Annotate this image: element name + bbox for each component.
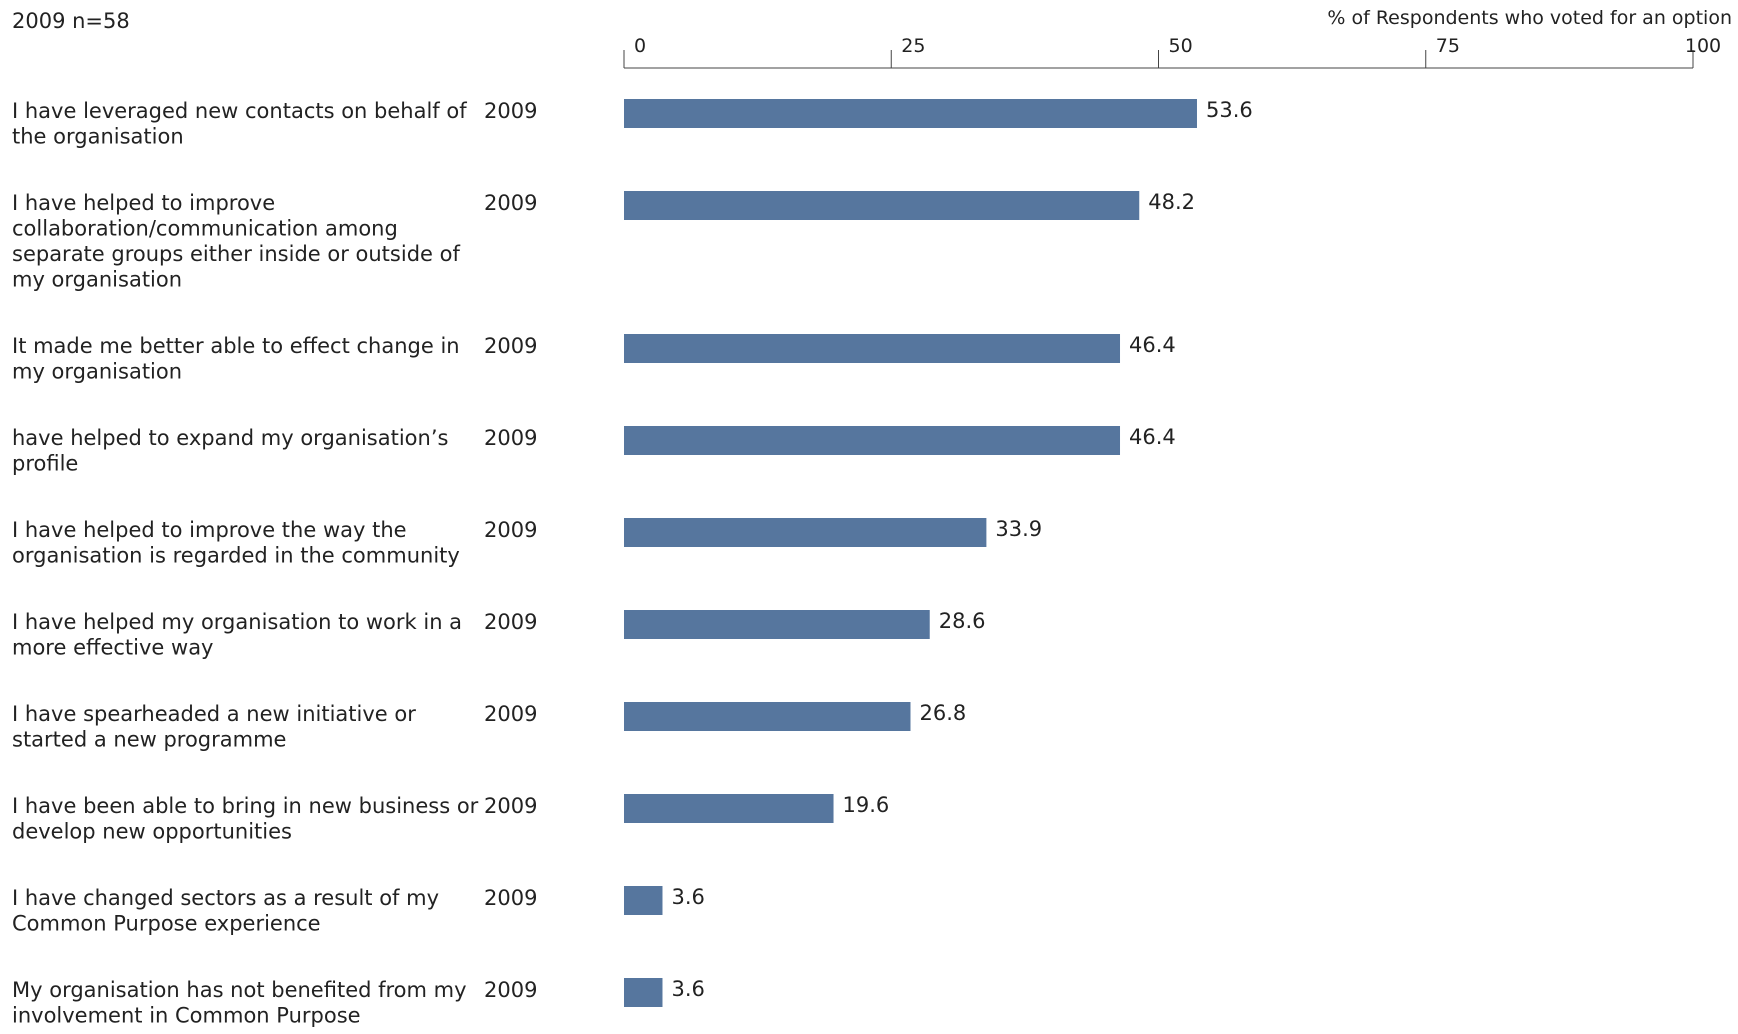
category-label: I have leveraged new contacts on behalf …	[12, 99, 467, 149]
category-label-line: I have leveraged new contacts on behalf …	[12, 99, 467, 123]
value-label: 26.8	[919, 701, 966, 725]
category-label-line: more effective way	[12, 636, 214, 660]
x-tick-label: 0	[634, 35, 646, 57]
category-label: I have been able to bring in new busines…	[12, 794, 479, 844]
bar	[624, 518, 987, 547]
category-label-line: profile	[12, 452, 78, 476]
bar-row: My organisation has not benefited from m…	[12, 977, 705, 1028]
year-label: 2009	[484, 886, 537, 910]
category-label: I have spearheaded a new initiative or st…	[12, 702, 416, 752]
bar	[624, 99, 1197, 128]
category-label-line: my organisation	[12, 360, 182, 384]
bar-row: I have helped to improve collaboration/co…	[12, 190, 1195, 292]
category-label-line: I have helped to improve	[12, 191, 275, 215]
year-label: 2009	[484, 702, 537, 726]
bar-row: It made me better able to effect change …	[12, 333, 1176, 384]
x-axis: 0 25 50 75 100	[623, 35, 1721, 69]
bar	[624, 794, 834, 823]
bar	[624, 610, 930, 639]
category-label-line: I have changed sectors as a result of my	[12, 886, 439, 910]
bar	[624, 334, 1121, 363]
value-label: 53.6	[1206, 98, 1253, 122]
year-label: 2009	[484, 794, 537, 818]
value-label: 19.6	[843, 793, 890, 817]
year-label: 2009	[484, 978, 537, 1002]
year-label: 2009	[484, 191, 537, 215]
category-label-line: my organisation	[12, 268, 182, 292]
value-label: 3.6	[671, 977, 704, 1001]
bar	[624, 702, 911, 731]
x-tick-label: 25	[901, 35, 925, 57]
category-label-line: It made me better able to effect change …	[12, 334, 460, 358]
category-label: It made me better able to effect change …	[12, 334, 460, 384]
value-label: 46.4	[1129, 333, 1176, 357]
chart-header: 2009 n=58	[12, 9, 130, 33]
bar	[624, 886, 663, 915]
category-label-line: organisation is regarded in the communit…	[12, 544, 460, 568]
bar-row: I have been able to bring in new busines…	[12, 793, 889, 844]
year-label: 2009	[484, 334, 537, 358]
value-label: 3.6	[671, 885, 704, 909]
value-label: 28.6	[939, 609, 986, 633]
category-label: My organisation has not benefited from m…	[12, 978, 467, 1028]
category-label: I have helped to improve collaboration/co…	[12, 191, 460, 292]
x-tick-label: 75	[1436, 35, 1460, 57]
bar	[624, 426, 1121, 455]
bar	[624, 191, 1140, 220]
x-tick-label: 50	[1169, 35, 1193, 57]
value-label: 33.9	[995, 517, 1042, 541]
category-label-line: started a new programme	[12, 728, 286, 752]
year-label: 2009	[484, 518, 537, 542]
bar-row: I have leveraged new contacts on behalf …	[12, 98, 1253, 149]
bar-row: I have helped my organisation to work in…	[12, 609, 985, 660]
category-label-line: have helped to expand my organisation’s	[12, 426, 448, 450]
value-label: 46.4	[1129, 425, 1176, 449]
bar-row: I have changed sectors as a result of my…	[12, 885, 705, 936]
category-label: I have helped to improve the way the orga…	[12, 518, 460, 568]
category-label-line: I have helped my organisation to work in…	[12, 610, 462, 634]
year-label: 2009	[484, 426, 537, 450]
category-label-line: I have helped to improve the way the	[12, 518, 407, 542]
category-label-line: I have been able to bring in new busines…	[12, 794, 479, 818]
x-tick-label: 100	[1685, 35, 1721, 57]
bar-row: I have spearheaded a new initiative or st…	[12, 701, 966, 752]
category-label-line: I have spearheaded a new initiative or	[12, 702, 416, 726]
category-label-line: Common Purpose experience	[12, 912, 321, 936]
bar-row: I have helped to improve the way the orga…	[12, 517, 1042, 568]
category-label: I have helped my organisation to work in…	[12, 610, 462, 660]
x-axis-title: % of Respondents who voted for an option	[1327, 7, 1732, 29]
category-label-line: involvement in Common Purpose	[12, 1004, 361, 1028]
category-label: I have changed sectors as a result of my…	[12, 886, 439, 936]
category-label-line: the organisation	[12, 125, 184, 149]
category-label: have helped to expand my organisation’s p…	[12, 426, 448, 476]
category-label-line: My organisation has not benefited from m…	[12, 978, 467, 1002]
bar-row: have helped to expand my organisation’s p…	[12, 425, 1176, 476]
chart-rows: I have leveraged new contacts on behalf …	[12, 98, 1253, 1028]
year-label: 2009	[484, 610, 537, 634]
year-label: 2009	[484, 99, 537, 123]
category-label-line: develop new opportunities	[12, 820, 292, 844]
category-label-line: collaboration/communication among	[12, 217, 398, 241]
bar	[624, 978, 663, 1007]
value-label: 48.2	[1148, 190, 1195, 214]
category-label-line: separate groups either inside or outside…	[12, 242, 460, 266]
